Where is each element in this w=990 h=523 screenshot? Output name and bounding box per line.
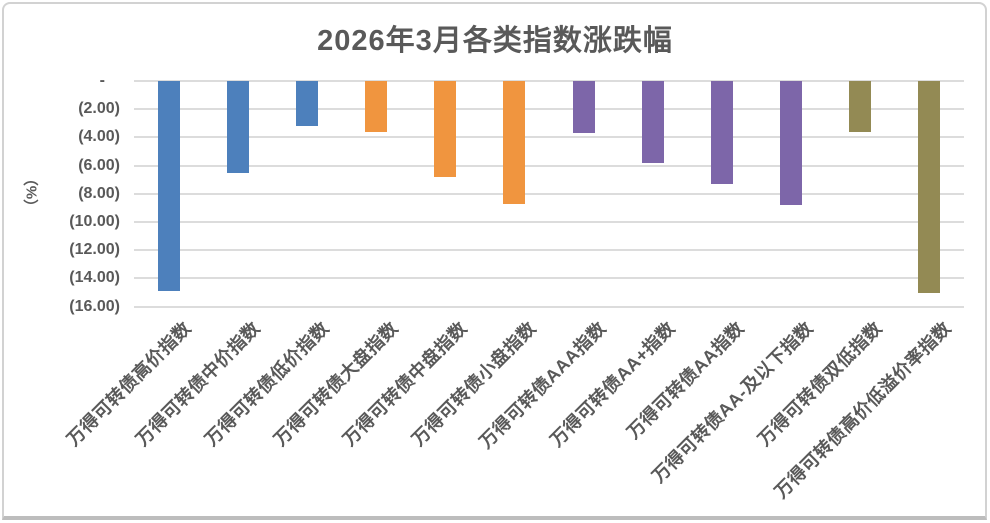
x-tick-label: 万得可转债低价指数	[201, 317, 333, 450]
y-tick-label: -	[99, 72, 105, 89]
y-tick-label: (12.00)	[69, 241, 120, 259]
bar	[434, 81, 457, 177]
y-tick-label: (6.00)	[78, 156, 120, 174]
gridline	[134, 136, 964, 139]
bar	[918, 81, 941, 293]
gridline	[134, 277, 964, 280]
bar	[157, 81, 180, 292]
bar	[780, 81, 803, 206]
bar	[295, 81, 318, 127]
x-tick-label: 万得可转债中盘指数	[339, 317, 472, 450]
x-tick-label: 万得可转债大盘指数	[270, 317, 403, 450]
chart-title: 2026年3月各类指数涨跌幅	[317, 25, 673, 57]
y-tick-label: (4.00)	[78, 128, 120, 146]
bar	[503, 81, 526, 204]
gridline	[134, 108, 964, 111]
bar	[226, 81, 249, 173]
bar	[641, 81, 664, 163]
x-tick-label: 万得可转债AAA指数	[475, 317, 610, 452]
y-tick-label: (2.00)	[78, 100, 120, 118]
bar	[572, 81, 595, 134]
gridline	[134, 305, 964, 308]
x-tick-label: 万得可转债中价指数	[131, 317, 264, 450]
gridline	[134, 192, 964, 195]
gridline	[134, 249, 964, 252]
gridline	[134, 80, 964, 82]
bar	[849, 81, 872, 132]
x-tick-label: 万得可转债AA+指数	[546, 317, 679, 451]
y-tick-label: (14.00)	[69, 269, 120, 287]
bar	[365, 81, 388, 132]
y-tick-label: (16.00)	[69, 297, 120, 315]
bar	[710, 81, 733, 184]
gridline	[134, 164, 964, 167]
y-tick-label: (8.00)	[78, 184, 120, 202]
x-tick-label: 万得可转债AA指数	[623, 317, 748, 443]
x-tick-label: 万得可转债双低指数	[754, 317, 887, 450]
x-tick-label: 万得可转债小盘指数	[408, 317, 541, 450]
gridline	[134, 221, 964, 223]
x-tick-label: 万得可转债高价指数	[62, 317, 195, 450]
y-tick-label: (10.00)	[69, 213, 120, 230]
